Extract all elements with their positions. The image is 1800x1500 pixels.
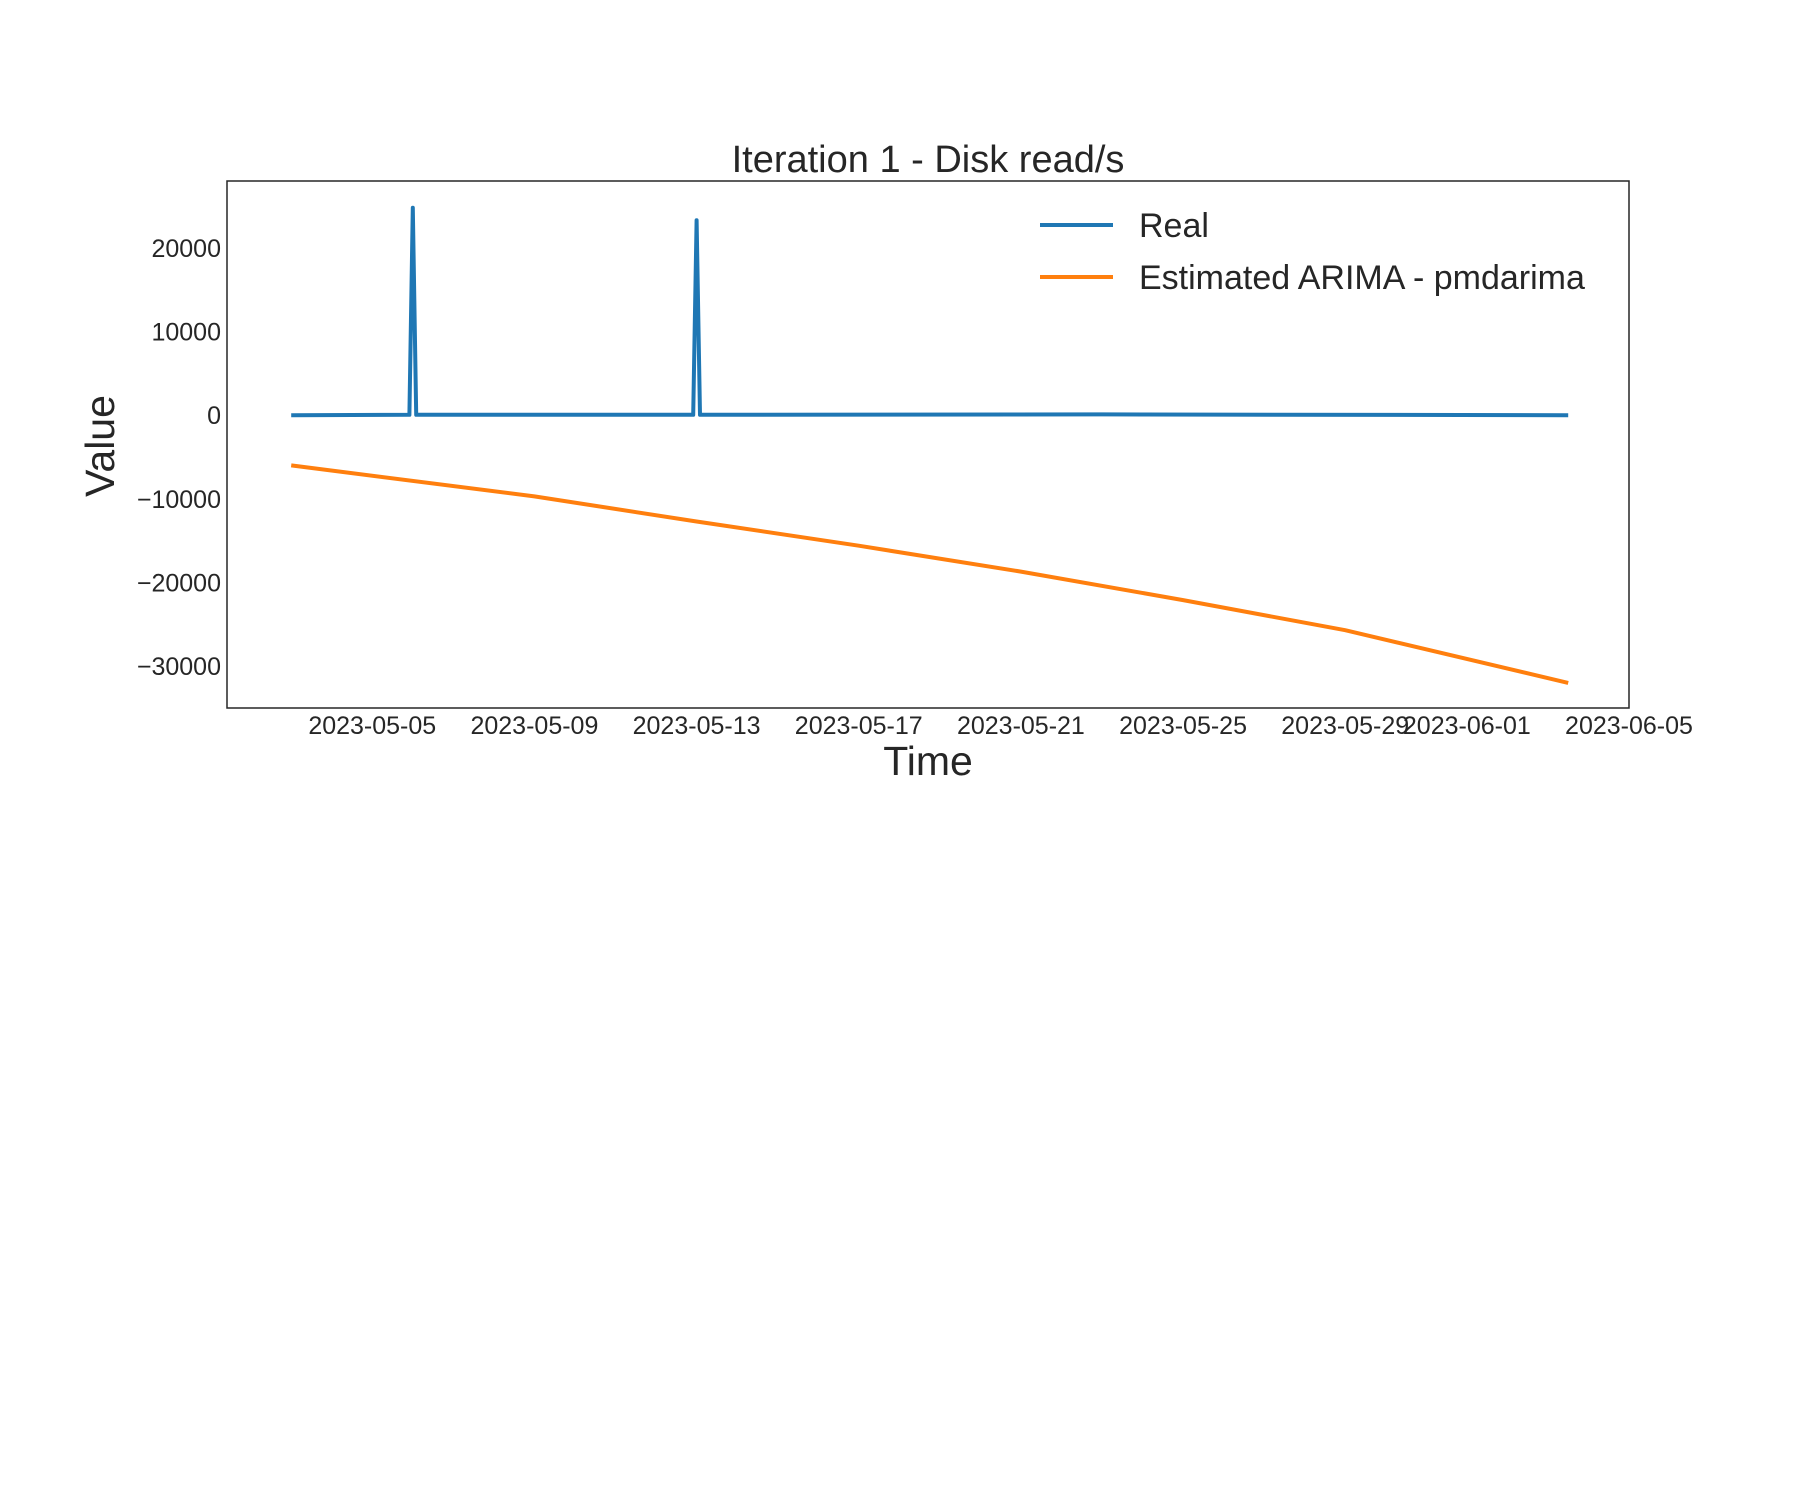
plot-area: [226, 180, 1630, 709]
x-tick-label: 2023-06-01: [1403, 712, 1531, 740]
y-tick-label: 10000: [151, 319, 221, 347]
series-real-line: [291, 205, 1569, 418]
series-layer: [290, 205, 1569, 685]
x-tick-label: 2023-05-17: [795, 712, 923, 740]
x-tick-label: 2023-05-13: [633, 712, 761, 740]
x-tick-label: 2023-06-05: [1565, 712, 1693, 740]
x-tick-label: 2023-05-21: [957, 712, 1085, 740]
legend-label-estimated: Estimated ARIMA - pmdarima: [1139, 259, 1585, 297]
series-estimated-line: [290, 463, 1569, 685]
y-axis-label: Value: [77, 395, 123, 497]
y-tick-label: 0: [207, 402, 221, 430]
legend: Real Estimated ARIMA - pmdarima: [1040, 207, 1585, 297]
y-tick-label: −20000: [137, 570, 221, 598]
x-tick-label: 2023-05-05: [308, 712, 436, 740]
x-tick-label: 2023-05-25: [1119, 712, 1247, 740]
chart-title: Iteration 1 - Disk read/s: [732, 139, 1125, 181]
y-tick-label: −10000: [137, 486, 221, 514]
legend-label-real: Real: [1139, 207, 1209, 245]
x-tick-label: 2023-05-09: [470, 712, 598, 740]
x-axis-ticks: 2023-05-05 2023-05-09 2023-05-13 2023-05-17…: [308, 712, 1693, 740]
y-tick-label: −30000: [137, 653, 221, 681]
x-tick-label: 2023-05-29: [1281, 712, 1409, 740]
y-axis-ticks: 20000 10000 0 −10000 −20000 −30000: [137, 235, 221, 681]
x-axis-label: Time: [883, 738, 973, 784]
plot-frame: [226, 180, 1630, 709]
y-tick-label: 20000: [151, 235, 221, 263]
